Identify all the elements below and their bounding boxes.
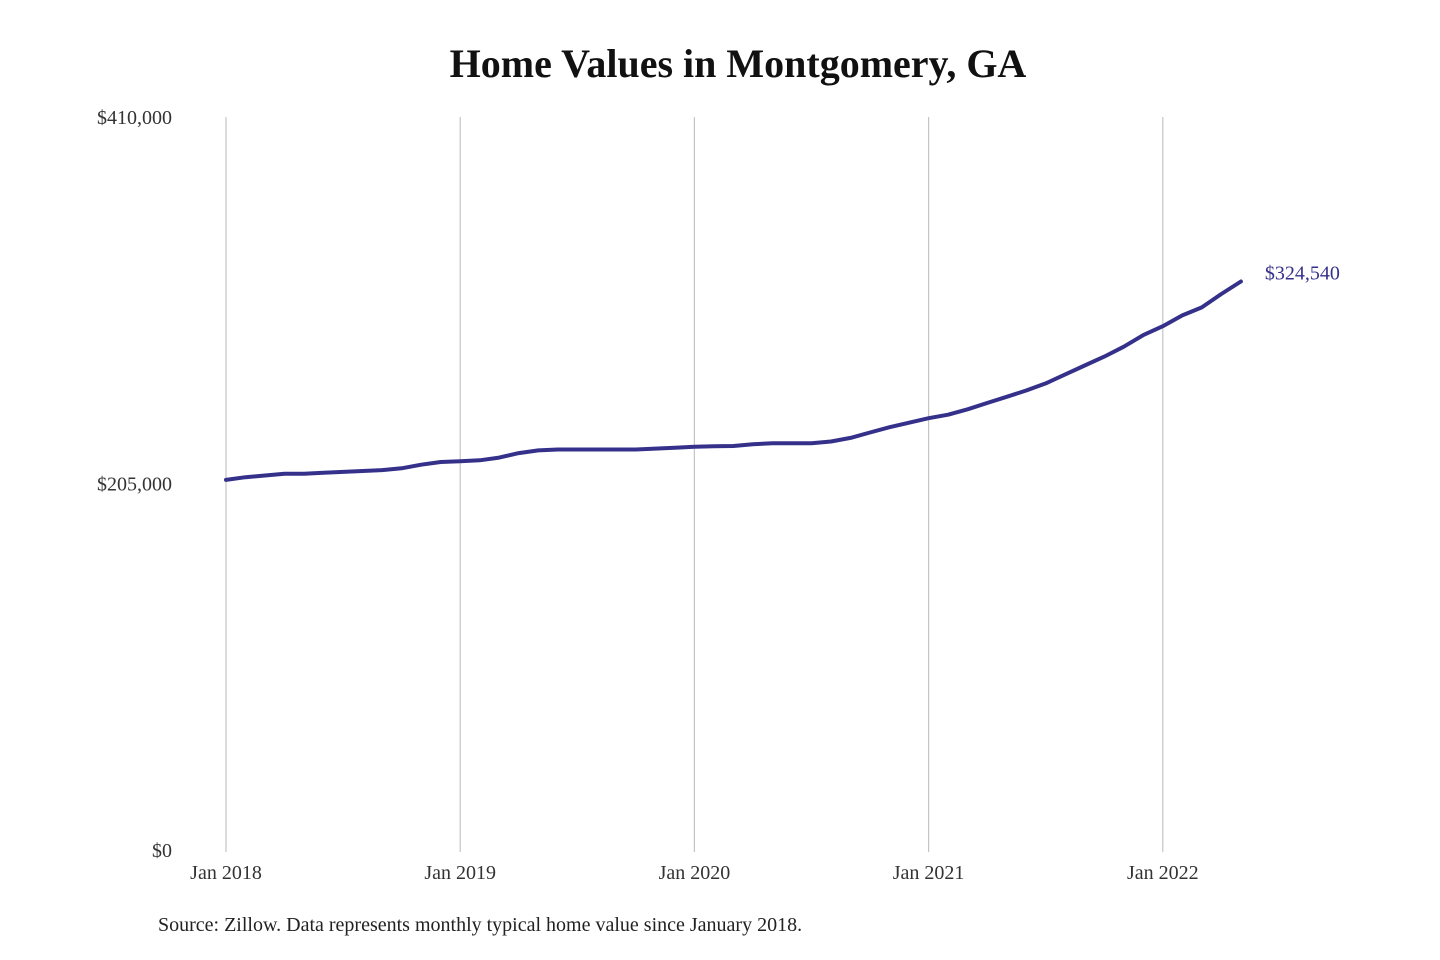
x-axis-tick-labels: Jan 2018 Jan 2019 Jan 2020 Jan 2021 Jan 2022	[190, 862, 1198, 884]
x-tick-label: Jan 2022	[1127, 862, 1199, 884]
x-tick-label: Jan 2018	[190, 862, 262, 884]
x-tick-label: Jan 2021	[893, 862, 965, 884]
data-labels: $324,540	[1265, 262, 1340, 284]
chart-title: Home Values in Montgomery, GA	[449, 41, 1027, 86]
y-tick-label: $205,000	[97, 474, 172, 496]
y-tick-label: $0	[152, 840, 172, 862]
series-lines	[224, 279, 1243, 482]
y-tick-label: $410,000	[97, 107, 172, 129]
source-note: Source: Zillow. Data represents monthly …	[158, 914, 803, 936]
gridlines	[225, 117, 1164, 852]
series-line-0	[224, 279, 1243, 482]
x-tick-label: Jan 2019	[424, 862, 496, 884]
y-axis-tick-labels: $410,000 $205,000 $0	[97, 107, 172, 862]
end-value-label: $324,540	[1265, 262, 1340, 284]
x-tick-label: Jan 2020	[659, 862, 731, 884]
